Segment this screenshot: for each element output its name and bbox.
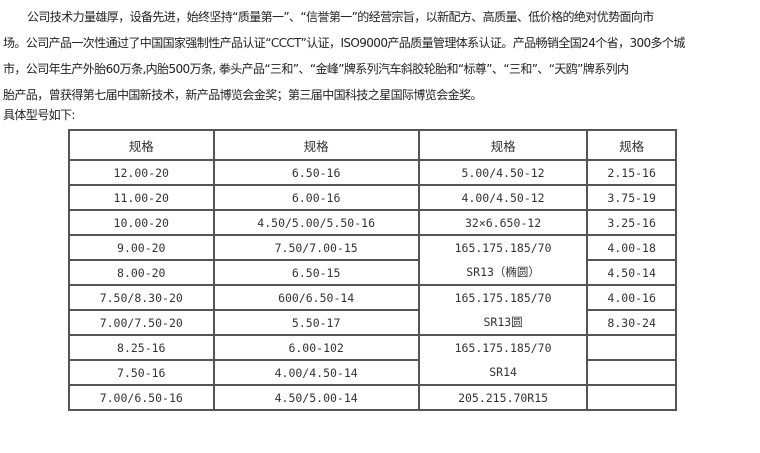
table-cell (586, 384, 677, 411)
table-row: 8.25-16 6.00-102 165.175.185/70 SR14 (68, 334, 677, 386)
table-cell: 3.75-19 (586, 184, 677, 211)
table-cell: 6.00-102 (212, 334, 420, 361)
table-cell: 4.50-14 (586, 259, 677, 286)
table-row: 7.50-16 4.00/4.50-14 (68, 359, 677, 386)
table-cell: 4.50/5.00/5.50-16 (212, 209, 420, 236)
intro-line: 胎产品，曾获得第七届中国新技术，新产品博览会金奖；第三届中国科技之星国际博览会金… (3, 88, 482, 102)
table-cell: 4.50/5.00-14 (212, 384, 420, 411)
table-cell: 4.00-18 (586, 234, 677, 261)
table-cell: 5.00/4.50-12 (417, 159, 589, 186)
table-cell: 7.50-16 (68, 359, 215, 386)
cell-line: 165.175.185/70 (454, 291, 552, 305)
table-cell: 3.25-16 (586, 209, 677, 236)
table-cell: 9.00-20 (68, 234, 215, 261)
cell-line: SR13（椭圆） (466, 265, 540, 279)
table-cell: 600/6.50-14 (212, 284, 420, 311)
intro-line: 公司技术力量雄厚，设备先进，始终坚持“质量第一”、“信誉第一”的经营宗旨，以新配… (27, 10, 654, 24)
table-row: 11.00-20 6.00-16 4.00/4.50-12 3.75-19 (68, 184, 677, 211)
merged-cell: 165.175.185/70 SR14 (417, 334, 589, 386)
table-cell: 7.00/6.50-16 (68, 384, 215, 411)
table-cell: 11.00-20 (68, 184, 215, 211)
table-row: 7.50/8.30-20 600/6.50-14 165.175.185/70 … (68, 284, 677, 336)
merged-cell: 165.175.185/70 SR13圆 (417, 284, 589, 336)
column-header: 规格 (586, 129, 677, 161)
table-cell: 6.50-16 (212, 159, 420, 186)
table-row: 10.00-20 4.50/5.00/5.50-16 32×6.650-12 3… (68, 209, 677, 236)
table-cell: 7.50/8.30-20 (68, 284, 215, 311)
table-cell: 4.00/4.50-12 (417, 184, 589, 211)
table-header-row: 规格 规格 规格 规格 (68, 129, 677, 161)
models-subheading: 具体型号如下: (3, 108, 75, 122)
table-cell: 8.30-24 (586, 309, 677, 336)
table-row: 8.00-20 6.50-15 4.50-14 (68, 259, 677, 286)
intro-line: 场。公司产品一次性通过了中国国家强制性产品认证“CCCT”认证，ISO9000产… (3, 36, 685, 50)
table-row: 7.00/7.50-20 5.50-17 8.30-24 (68, 309, 677, 336)
cell-line: 165.175.185/70 (454, 341, 552, 355)
table-cell: 205.215.70R15 (417, 384, 589, 411)
table-row: 9.00-20 7.50/7.00-15 165.175.185/70 SR13… (68, 234, 677, 286)
cell-line: SR14 (489, 365, 517, 379)
cell-line: 165.175.185/70 (454, 241, 552, 255)
column-header: 规格 (68, 129, 215, 161)
column-header: 规格 (417, 129, 589, 161)
cell-line: SR13圆 (483, 315, 523, 329)
table-cell: 7.50/7.00-15 (212, 234, 420, 261)
table-cell: 8.00-20 (68, 259, 215, 286)
table-cell: 8.25-16 (68, 334, 215, 361)
table-cell: 6.00-16 (212, 184, 420, 211)
intro-paragraph: 公司技术力量雄厚，设备先进，始终坚持“质量第一”、“信誉第一”的经营宗旨，以新配… (3, 4, 753, 108)
table-cell: 4.00/4.50-14 (212, 359, 420, 386)
table-cell: 2.15-16 (586, 159, 677, 186)
table-cell: 6.50-15 (212, 259, 420, 286)
table-cell: 7.00/7.50-20 (68, 309, 215, 336)
table-row: 7.00/6.50-16 4.50/5.00-14 205.215.70R15 (68, 384, 677, 411)
table-cell: 4.00-16 (586, 284, 677, 311)
intro-line: 市，公司年生产外胎60万条,内胎500万条, 拳头产品“三和”、“金峰”牌系列汽… (3, 62, 629, 76)
column-header: 规格 (212, 129, 420, 161)
spec-table: 规格 规格 规格 规格 12.00-20 6.50-16 5.00/4.50-1… (68, 129, 677, 411)
table-cell: 32×6.650-12 (417, 209, 589, 236)
table-cell: 10.00-20 (68, 209, 215, 236)
table-cell: 12.00-20 (68, 159, 215, 186)
table-cell (586, 359, 677, 386)
merged-cell: 165.175.185/70 SR13（椭圆） (417, 234, 589, 286)
table-row: 12.00-20 6.50-16 5.00/4.50-12 2.15-16 (68, 159, 677, 186)
table-cell: 5.50-17 (212, 309, 420, 336)
table-cell (586, 334, 677, 361)
